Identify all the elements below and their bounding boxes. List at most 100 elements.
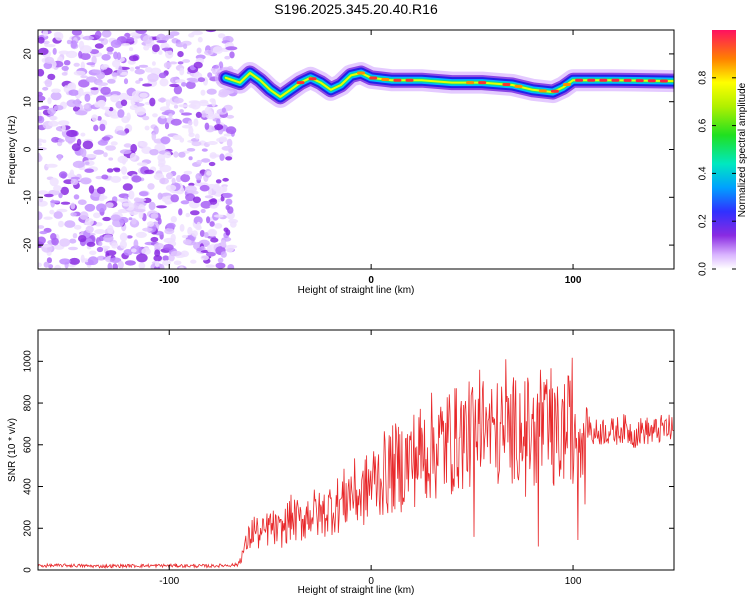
noise-cell — [222, 185, 228, 193]
noise-cell — [151, 132, 157, 141]
noise-cell — [182, 59, 191, 63]
noise-cell — [71, 143, 81, 152]
noise-cell — [214, 124, 224, 131]
noise-cell — [130, 98, 136, 106]
noise-cell — [73, 224, 82, 230]
noise-cell — [201, 148, 208, 152]
noise-cell — [61, 124, 66, 132]
noise-cell — [201, 158, 211, 163]
noise-cell — [173, 260, 182, 266]
noise-cell — [178, 208, 183, 216]
noise-cell — [71, 30, 82, 36]
noise-cell — [134, 68, 145, 75]
noise-cell — [225, 204, 231, 211]
noise-cell — [73, 62, 80, 67]
noise-cell — [110, 141, 118, 146]
noise-cell — [57, 138, 65, 143]
noise-cell — [169, 61, 178, 65]
noise-cell — [217, 33, 226, 39]
noise-cell — [206, 244, 212, 253]
spectrogram-y-label: Frequency (Hz) — [7, 116, 18, 185]
noise-cell — [204, 195, 214, 199]
noise-cell — [142, 227, 153, 232]
noise-cell — [187, 226, 193, 236]
noise-cell — [180, 250, 189, 258]
noise-cell — [78, 79, 90, 88]
noise-cell — [158, 97, 167, 103]
noise-cell — [57, 120, 70, 126]
noise-cell — [194, 133, 200, 140]
noise-cell — [98, 197, 105, 202]
noise-cell — [135, 231, 147, 238]
signal-peak — [381, 78, 390, 81]
noise-cell — [126, 37, 135, 42]
noise-cell — [93, 124, 99, 132]
colorbar-label: Normalized spectral amplitude — [737, 82, 748, 217]
noise-cell — [177, 61, 184, 65]
y-tick-label: -20 — [23, 237, 34, 252]
noise-cell — [51, 237, 59, 246]
noise-cell — [135, 66, 140, 70]
noise-cell — [106, 168, 114, 173]
noise-cell — [85, 225, 94, 234]
noise-cell — [165, 200, 171, 205]
noise-cell — [163, 244, 174, 251]
y-tick-label: 10 — [23, 96, 34, 108]
signal-peak — [599, 78, 608, 82]
noise-cell — [216, 118, 221, 125]
noise-cell — [107, 78, 116, 84]
noise-cell — [78, 235, 87, 243]
noise-cell — [103, 152, 108, 158]
noise-cell — [151, 61, 156, 66]
noise-cell — [195, 173, 202, 181]
noise-cell — [44, 56, 55, 64]
noise-cell — [191, 141, 202, 147]
noise-cell — [94, 43, 104, 49]
noise-cell — [188, 33, 195, 38]
noise-cell — [180, 112, 193, 116]
noise-cell — [112, 263, 118, 269]
noise-cell — [129, 67, 135, 72]
noise-cell — [215, 179, 222, 184]
noise-cell — [101, 245, 110, 250]
signal-peak — [502, 83, 511, 86]
noise-cell — [149, 149, 159, 156]
noise-cell — [110, 39, 122, 48]
noise-cell — [58, 220, 64, 228]
noise-cell — [59, 258, 71, 265]
noise-cell — [169, 83, 180, 88]
noise-cell — [110, 214, 121, 222]
noise-cell — [128, 55, 139, 62]
noise-cell — [220, 251, 227, 258]
noise-cell — [96, 71, 106, 80]
noise-cell — [51, 88, 61, 94]
noise-cell — [212, 185, 221, 192]
noise-cell — [205, 264, 215, 268]
noise-cell — [209, 154, 221, 158]
noise-cell — [190, 259, 197, 264]
noise-cell — [147, 73, 159, 82]
snr-series-line — [38, 357, 674, 569]
noise-cell — [163, 61, 172, 69]
noise-cell — [170, 216, 177, 223]
noise-cell — [70, 178, 79, 186]
noise-cell — [38, 190, 49, 195]
noise-cell — [181, 82, 187, 87]
noise-cell — [156, 40, 168, 44]
noise-cell — [183, 43, 188, 49]
noise-cell — [60, 186, 69, 196]
noise-cell — [224, 55, 231, 60]
noise-cell — [107, 51, 113, 55]
noise-cell — [164, 122, 170, 130]
noise-cell — [105, 250, 117, 256]
noise-cell — [83, 104, 90, 109]
noise-cell — [173, 151, 179, 158]
noise-cell — [157, 192, 163, 200]
noise-cell — [144, 67, 153, 73]
noise-cell — [225, 126, 237, 135]
noise-cell — [152, 113, 158, 118]
noise-cell — [162, 260, 171, 266]
noise-cell — [107, 225, 114, 234]
noise-cell — [96, 255, 106, 261]
noise-cell — [221, 107, 226, 113]
